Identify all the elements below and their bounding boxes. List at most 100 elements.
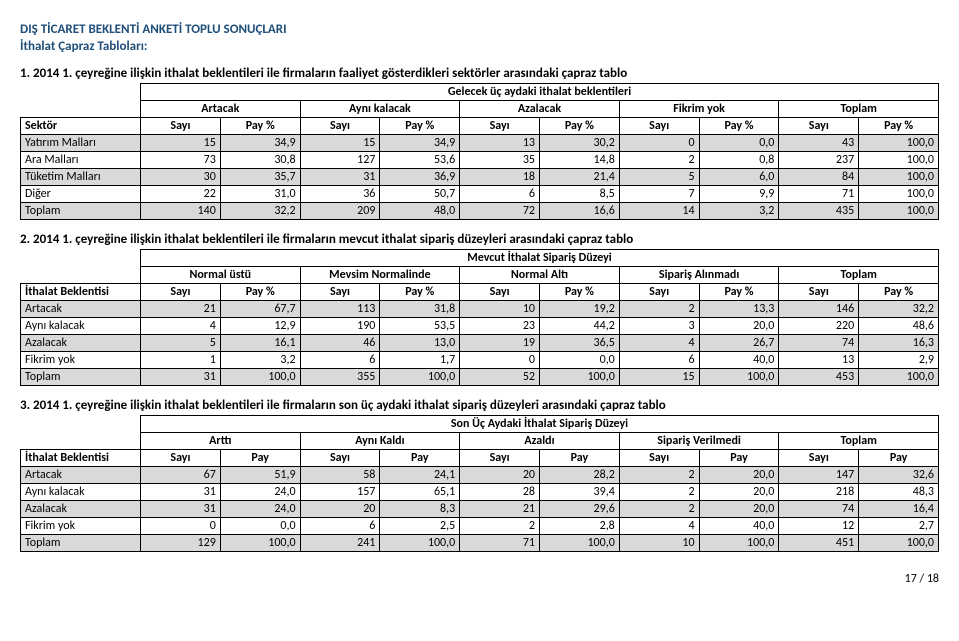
table-cell: 147: [779, 467, 859, 484]
page-subtitle: İthalat Çapraz Tabloları:: [20, 39, 939, 54]
column-sub-header: Pay %: [859, 284, 939, 301]
column-group-header: Toplam: [779, 433, 939, 450]
table-cell: 32,6: [859, 467, 939, 484]
table-cell: 52: [460, 369, 540, 386]
table-cell: 30: [141, 169, 221, 186]
table-row-label: Toplam: [21, 535, 141, 552]
table-cell: 39,4: [539, 484, 619, 501]
table-cell: 3: [619, 318, 699, 335]
column-sub-header: Pay: [699, 450, 779, 467]
column-group-header: Artacak: [141, 101, 301, 118]
table-row-label: Azalacak: [21, 501, 141, 518]
table-cell: 0,0: [699, 135, 779, 152]
table-cell: 40,0: [699, 518, 779, 535]
column-sub-header: Sayı: [300, 450, 380, 467]
column-sub-header: Pay %: [220, 284, 300, 301]
table-cell: 15: [300, 135, 380, 152]
table-cell: 67: [141, 467, 221, 484]
table-merge-title: Son Üç Aydaki İthalat Sipariş Düzeyi: [141, 416, 939, 433]
table-cell: 19,2: [539, 301, 619, 318]
table-cell: 31: [300, 169, 380, 186]
column-sub-header: Pay: [380, 450, 460, 467]
table-cell: 16,3: [859, 335, 939, 352]
table-cell: 2: [460, 518, 540, 535]
table-cell: 220: [779, 318, 859, 335]
table-cell: 43: [779, 135, 859, 152]
table-cell: 100,0: [220, 535, 300, 552]
table-cell: 32,2: [220, 203, 300, 220]
table-cell: 8,5: [539, 186, 619, 203]
table-cell: 13: [779, 352, 859, 369]
table-cell: 0,0: [539, 352, 619, 369]
table-cell: 71: [460, 535, 540, 552]
table-cell: 20: [460, 467, 540, 484]
table-cell: 35: [460, 152, 540, 169]
table-cell: 10: [460, 301, 540, 318]
table-cell: 28: [460, 484, 540, 501]
table-cell: 30,2: [539, 135, 619, 152]
table-cell: 2,8: [539, 518, 619, 535]
table-row-label: Azalacak: [21, 335, 141, 352]
table-cell: 13: [460, 135, 540, 152]
table-cell: 3,2: [699, 203, 779, 220]
table-cell: 15: [141, 135, 221, 152]
table-cell: 100,0: [220, 369, 300, 386]
column-group-header: Arttı: [141, 433, 301, 450]
table-cell: 100,0: [699, 535, 779, 552]
column-sub-header: Sayı: [779, 118, 859, 135]
column-sub-header: Sayı: [619, 118, 699, 135]
table-cell: 74: [779, 501, 859, 518]
table-cell: 100,0: [859, 535, 939, 552]
table-cell-blank: [21, 416, 141, 433]
table-cell: 1: [141, 352, 221, 369]
row-header-label: İthalat Beklentisi: [21, 450, 141, 467]
table-cell: 6: [460, 186, 540, 203]
table-cell: 36,5: [539, 335, 619, 352]
table-cell: 16,1: [220, 335, 300, 352]
table-cell: 84: [779, 169, 859, 186]
column-sub-header: Pay %: [380, 118, 460, 135]
table-cell: 65,1: [380, 484, 460, 501]
table-cell: 0,8: [699, 152, 779, 169]
table-cell: 2: [619, 301, 699, 318]
column-sub-header: Pay %: [859, 118, 939, 135]
table-cell: 100,0: [539, 535, 619, 552]
column-group-header: Azalacak: [460, 101, 620, 118]
table-cell: 26,7: [699, 335, 779, 352]
table-cell: 4: [619, 518, 699, 535]
table-cell: 140: [141, 203, 221, 220]
column-sub-header: Sayı: [779, 284, 859, 301]
table-cell: 127: [300, 152, 380, 169]
column-sub-header: Pay %: [539, 284, 619, 301]
table-cell: 20,0: [699, 501, 779, 518]
table-cell: 34,9: [380, 135, 460, 152]
table-row-label: Diğer: [21, 186, 141, 203]
column-sub-header: Pay: [539, 450, 619, 467]
table-row-label: Yatırım Malları: [21, 135, 141, 152]
table-cell: 31: [141, 501, 221, 518]
table1-heading: 1. 2014 1. çeyreğine ilişkin ithalat bek…: [20, 66, 939, 81]
table-cell: 20,0: [699, 467, 779, 484]
table-cell-blank: [21, 101, 141, 118]
table-cell: 29,6: [539, 501, 619, 518]
table-cell: 2,9: [859, 352, 939, 369]
table-cell: 355: [300, 369, 380, 386]
column-group-header: Sipariş Alınmadı: [619, 267, 779, 284]
table-cell: 53,6: [380, 152, 460, 169]
table-cell: 40,0: [699, 352, 779, 369]
table-row-label: Ara Malları: [21, 152, 141, 169]
column-sub-header: Pay: [220, 450, 300, 467]
table-cell: 14: [619, 203, 699, 220]
column-sub-header: Pay %: [539, 118, 619, 135]
table-cell-blank: [21, 267, 141, 284]
column-group-header: Mevsim Normalinde: [300, 267, 460, 284]
table-cell: 241: [300, 535, 380, 552]
table-cell: 67,7: [220, 301, 300, 318]
table-cell: 0,0: [220, 518, 300, 535]
table-cell: 1,7: [380, 352, 460, 369]
table-cell: 100,0: [859, 203, 939, 220]
row-header-label: İthalat Beklentisi: [21, 284, 141, 301]
table-cell: 20: [300, 501, 380, 518]
table-cell: 190: [300, 318, 380, 335]
table-cell: 12: [779, 518, 859, 535]
